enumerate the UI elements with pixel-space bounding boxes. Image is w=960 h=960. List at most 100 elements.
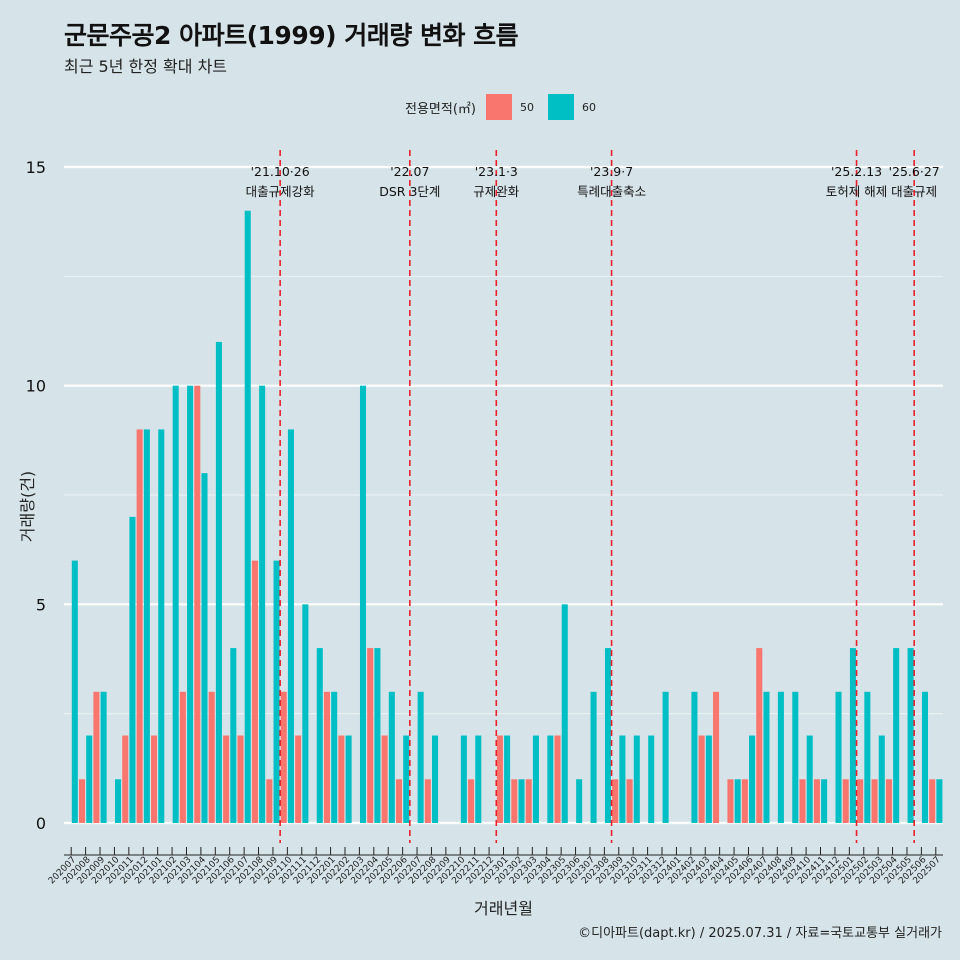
bar-50-202302 bbox=[511, 779, 518, 823]
bar-60-202202 bbox=[345, 735, 352, 823]
bar-50-202109 bbox=[266, 779, 273, 823]
bar-60-202105 bbox=[215, 341, 222, 823]
bar-60-202402 bbox=[691, 691, 698, 823]
bar-50-202104 bbox=[194, 385, 201, 823]
event-date-202301: '23.1·3 bbox=[475, 164, 518, 179]
bar-60-202203 bbox=[359, 385, 367, 823]
bar-60-202412 bbox=[835, 691, 842, 823]
bar-60-202111 bbox=[302, 604, 309, 823]
bar-60-202301 bbox=[504, 735, 511, 823]
bar-60-202110 bbox=[287, 429, 294, 823]
bar-60-202208 bbox=[432, 735, 439, 823]
bar-60-202304 bbox=[547, 735, 554, 823]
bar-50-202305 bbox=[554, 735, 561, 823]
bar-60-202103 bbox=[187, 385, 194, 823]
legend-swatch-50 bbox=[485, 94, 512, 120]
legend-title: 전용면적(㎡) bbox=[405, 101, 476, 117]
bar-50-202208 bbox=[424, 779, 431, 823]
bar-60-202201 bbox=[331, 691, 338, 823]
bar-60-202408 bbox=[777, 691, 784, 823]
bar-50-202103 bbox=[179, 691, 186, 823]
bar-50-202404 bbox=[713, 691, 720, 823]
bar-50-202105 bbox=[208, 691, 215, 823]
legend-label-60: 60 bbox=[581, 100, 596, 114]
bar-60-202205 bbox=[388, 691, 395, 823]
bar-50-202204 bbox=[367, 648, 374, 823]
event-label-202309: 특례대출축소 bbox=[577, 184, 646, 199]
bar-60-202403 bbox=[705, 735, 712, 823]
bar-50-202411 bbox=[813, 779, 820, 823]
y-axis-label: 거래량(건) bbox=[18, 471, 37, 542]
event-label-202301: 규제완화 bbox=[473, 184, 520, 199]
bar-60-202410 bbox=[806, 735, 813, 823]
bar-60-202012 bbox=[143, 429, 150, 823]
bar-60-202107 bbox=[244, 210, 251, 823]
y-tick-label: 0 bbox=[36, 814, 46, 833]
event-label-202207: DSR 3단계 bbox=[379, 184, 440, 199]
bar-60-202504 bbox=[893, 648, 900, 823]
bar-50-202101 bbox=[151, 735, 158, 823]
bar-50-202201 bbox=[323, 691, 331, 823]
bar-50-202106 bbox=[223, 735, 230, 823]
bar-50-202503 bbox=[871, 779, 878, 823]
bar-60-202112 bbox=[316, 648, 323, 823]
bar-60-202311 bbox=[648, 735, 655, 823]
bar-60-202106 bbox=[230, 648, 237, 823]
event-date-202502: '25.2.13 bbox=[831, 164, 882, 179]
bar-60-202310 bbox=[633, 735, 640, 823]
legend: 전용면적(㎡) 50 60 bbox=[405, 93, 610, 121]
bar-60-202303 bbox=[532, 735, 539, 823]
bar-60-202204 bbox=[374, 648, 381, 823]
bar-60-202307 bbox=[590, 691, 597, 823]
bar-60-202104 bbox=[201, 473, 208, 823]
source-caption: ©디아파트(dapt.kr) / 2025.07.31 / 자료=국토교통부 실… bbox=[578, 926, 942, 941]
bar-50-202009 bbox=[93, 691, 100, 823]
bar-50-202309 bbox=[612, 779, 619, 823]
bar-60-202302 bbox=[518, 779, 525, 823]
bar-50-202202 bbox=[338, 735, 345, 823]
bar-50-202406 bbox=[741, 779, 748, 823]
bar-60-202309 bbox=[619, 735, 626, 823]
bar-50-202502 bbox=[857, 779, 864, 823]
bar-60-202008 bbox=[86, 735, 93, 823]
event-date-202309: '23.9·7 bbox=[590, 164, 633, 179]
bar-50-202501 bbox=[842, 779, 849, 823]
bar-50-202405 bbox=[727, 779, 734, 823]
bar-60-202009 bbox=[100, 691, 107, 823]
bar-50-202011 bbox=[122, 735, 129, 823]
event-label-202506: 대출규제 bbox=[891, 184, 937, 199]
bar-50-202407 bbox=[756, 648, 763, 823]
bar-60-202308 bbox=[604, 648, 611, 823]
bar-60-202406 bbox=[749, 735, 756, 823]
bar-50-202403 bbox=[698, 735, 705, 823]
event-date-202506: '25.6·27 bbox=[889, 164, 940, 179]
y-tick-label: 5 bbox=[36, 595, 46, 614]
y-tick-label: 10 bbox=[26, 377, 46, 396]
bar-50-202205 bbox=[381, 735, 388, 823]
bar-50-202211 bbox=[468, 779, 475, 823]
bar-50-202301 bbox=[496, 735, 503, 823]
bar-50-202111 bbox=[295, 735, 302, 823]
x-axis-label: 거래년월 bbox=[474, 899, 533, 918]
bar-50-202310 bbox=[626, 779, 633, 823]
bar-60-202503 bbox=[878, 735, 885, 823]
bar-60-202306 bbox=[576, 779, 583, 823]
event-label-202110: 대출규제강화 bbox=[246, 184, 316, 199]
bar-60-202101 bbox=[158, 429, 165, 823]
bar-60-202507 bbox=[936, 779, 943, 823]
bar-60-202405 bbox=[734, 779, 741, 823]
bar-50-202108 bbox=[251, 560, 258, 823]
bar-60-202407 bbox=[763, 691, 770, 823]
bar-50-202107 bbox=[237, 735, 244, 823]
bar-60-202506 bbox=[921, 691, 929, 823]
bar-60-202108 bbox=[259, 385, 266, 823]
event-date-202207: '22.07 bbox=[390, 164, 429, 179]
bar-50-202507 bbox=[929, 779, 936, 823]
bar-50-202110 bbox=[280, 691, 287, 823]
chart-title: 군문주공2 아파트(1999) 거래량 변화 흐름 bbox=[64, 21, 519, 50]
bar-50-202410 bbox=[799, 779, 806, 823]
legend-label-50: 50 bbox=[519, 100, 534, 114]
legend-swatch-60 bbox=[547, 94, 574, 120]
event-date-202110: '21.10·26 bbox=[251, 164, 310, 179]
